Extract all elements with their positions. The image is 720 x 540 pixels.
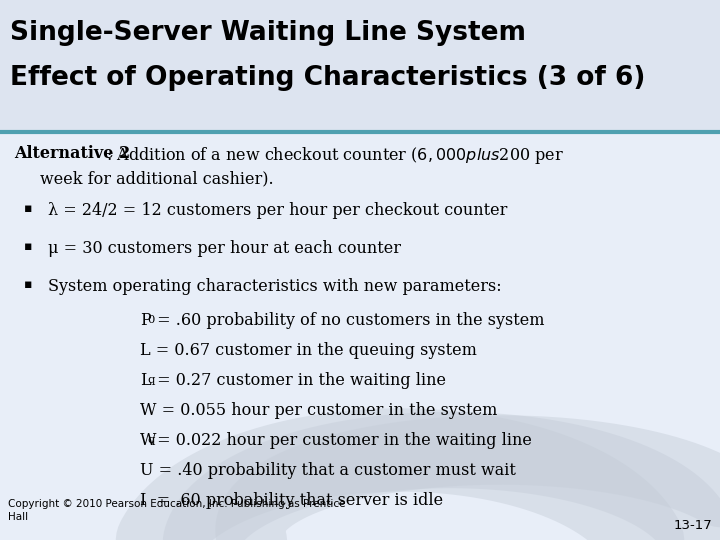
Text: W: W xyxy=(140,432,156,449)
Text: Single-Server Waiting Line System: Single-Server Waiting Line System xyxy=(10,20,526,46)
Text: Effect of Operating Characteristics (3 of 6): Effect of Operating Characteristics (3 o… xyxy=(10,65,645,91)
Bar xyxy=(0,0,720,130)
Text: Copyright © 2010 Pearson Education, Inc. Publishing as Prentice
Hall: Copyright © 2010 Pearson Education, Inc.… xyxy=(8,499,346,522)
Text: I  = .60 probability that server is idle: I = .60 probability that server is idle xyxy=(140,492,443,509)
Text: μ = 30 customers per hour at each counter: μ = 30 customers per hour at each counte… xyxy=(48,240,401,257)
Text: q: q xyxy=(147,435,155,445)
Text: L: L xyxy=(140,372,150,389)
Text: : Addition of a new checkout counter ($6,000 plus $200 per: : Addition of a new checkout counter ($6… xyxy=(106,145,564,166)
Text: Alternative 2: Alternative 2 xyxy=(14,145,130,162)
Text: = .60 probability of no customers in the system: = .60 probability of no customers in the… xyxy=(153,312,545,329)
Text: 0: 0 xyxy=(147,315,155,325)
Text: = 0.022 hour per customer in the waiting line: = 0.022 hour per customer in the waiting… xyxy=(153,432,532,449)
Text: P: P xyxy=(140,312,150,329)
Text: L = 0.67 customer in the queuing system: L = 0.67 customer in the queuing system xyxy=(140,342,477,359)
Text: U = .40 probability that a customer must wait: U = .40 probability that a customer must… xyxy=(140,462,516,479)
Text: ▪: ▪ xyxy=(24,202,32,215)
Text: ▪: ▪ xyxy=(24,278,32,291)
Text: ▪: ▪ xyxy=(24,240,32,253)
Text: = 0.27 customer in the waiting line: = 0.27 customer in the waiting line xyxy=(153,372,446,389)
Text: week for additional cashier).: week for additional cashier). xyxy=(40,170,274,187)
Text: W = 0.055 hour per customer in the system: W = 0.055 hour per customer in the syste… xyxy=(140,402,498,419)
Text: λ = 24/2 = 12 customers per hour per checkout counter: λ = 24/2 = 12 customers per hour per che… xyxy=(48,202,508,219)
Text: 13-17: 13-17 xyxy=(673,519,712,532)
Text: System operating characteristics with new parameters:: System operating characteristics with ne… xyxy=(48,278,502,295)
Text: q: q xyxy=(147,375,155,385)
